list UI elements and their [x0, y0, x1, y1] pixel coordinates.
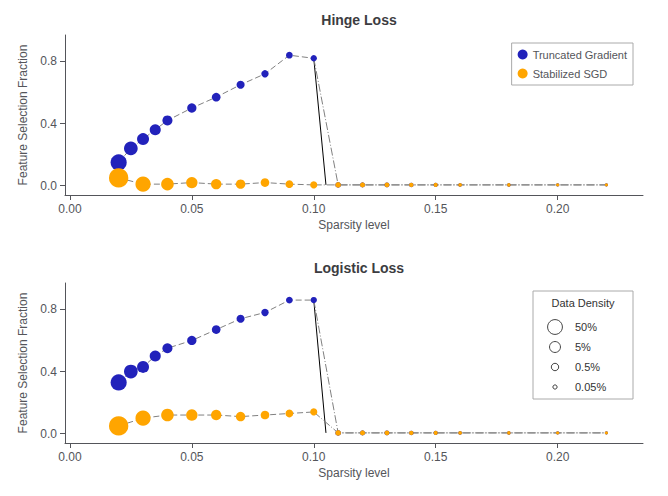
svg-text:Feature Selection Fraction: Feature Selection Fraction — [16, 293, 30, 434]
svg-text:0.5%: 0.5% — [575, 361, 600, 373]
svg-text:0.0: 0.0 — [40, 427, 57, 441]
svg-text:0.15: 0.15 — [424, 450, 448, 464]
svg-text:50%: 50% — [575, 321, 597, 333]
svg-text:Logistic Loss: Logistic Loss — [314, 260, 404, 276]
svg-text:0.00: 0.00 — [58, 450, 82, 464]
svg-text:0.05: 0.05 — [180, 202, 204, 216]
svg-text:0.00: 0.00 — [58, 202, 82, 216]
svg-text:Data Density: Data Density — [552, 297, 615, 309]
svg-text:Feature Selection Fraction: Feature Selection Fraction — [16, 45, 30, 186]
svg-text:0.20: 0.20 — [546, 450, 570, 464]
svg-text:0.4: 0.4 — [40, 365, 57, 379]
svg-text:0.8: 0.8 — [40, 54, 57, 68]
svg-text:0.15: 0.15 — [424, 202, 448, 216]
svg-text:0.10: 0.10 — [302, 450, 326, 464]
svg-text:Stabilized SGD: Stabilized SGD — [533, 68, 608, 80]
svg-text:0.05: 0.05 — [180, 450, 204, 464]
svg-text:Sparsity level: Sparsity level — [318, 218, 389, 232]
svg-text:5%: 5% — [575, 341, 591, 353]
svg-text:Hinge Loss: Hinge Loss — [321, 12, 397, 28]
svg-text:0.8: 0.8 — [40, 302, 57, 316]
svg-text:0.4: 0.4 — [40, 117, 57, 131]
svg-text:Truncated Gradient: Truncated Gradient — [533, 49, 627, 61]
svg-text:0.10: 0.10 — [302, 202, 326, 216]
svg-text:Sparsity level: Sparsity level — [318, 466, 389, 480]
svg-text:0.0: 0.0 — [40, 179, 57, 193]
svg-text:0.05%: 0.05% — [575, 381, 606, 393]
svg-text:0.20: 0.20 — [546, 202, 570, 216]
